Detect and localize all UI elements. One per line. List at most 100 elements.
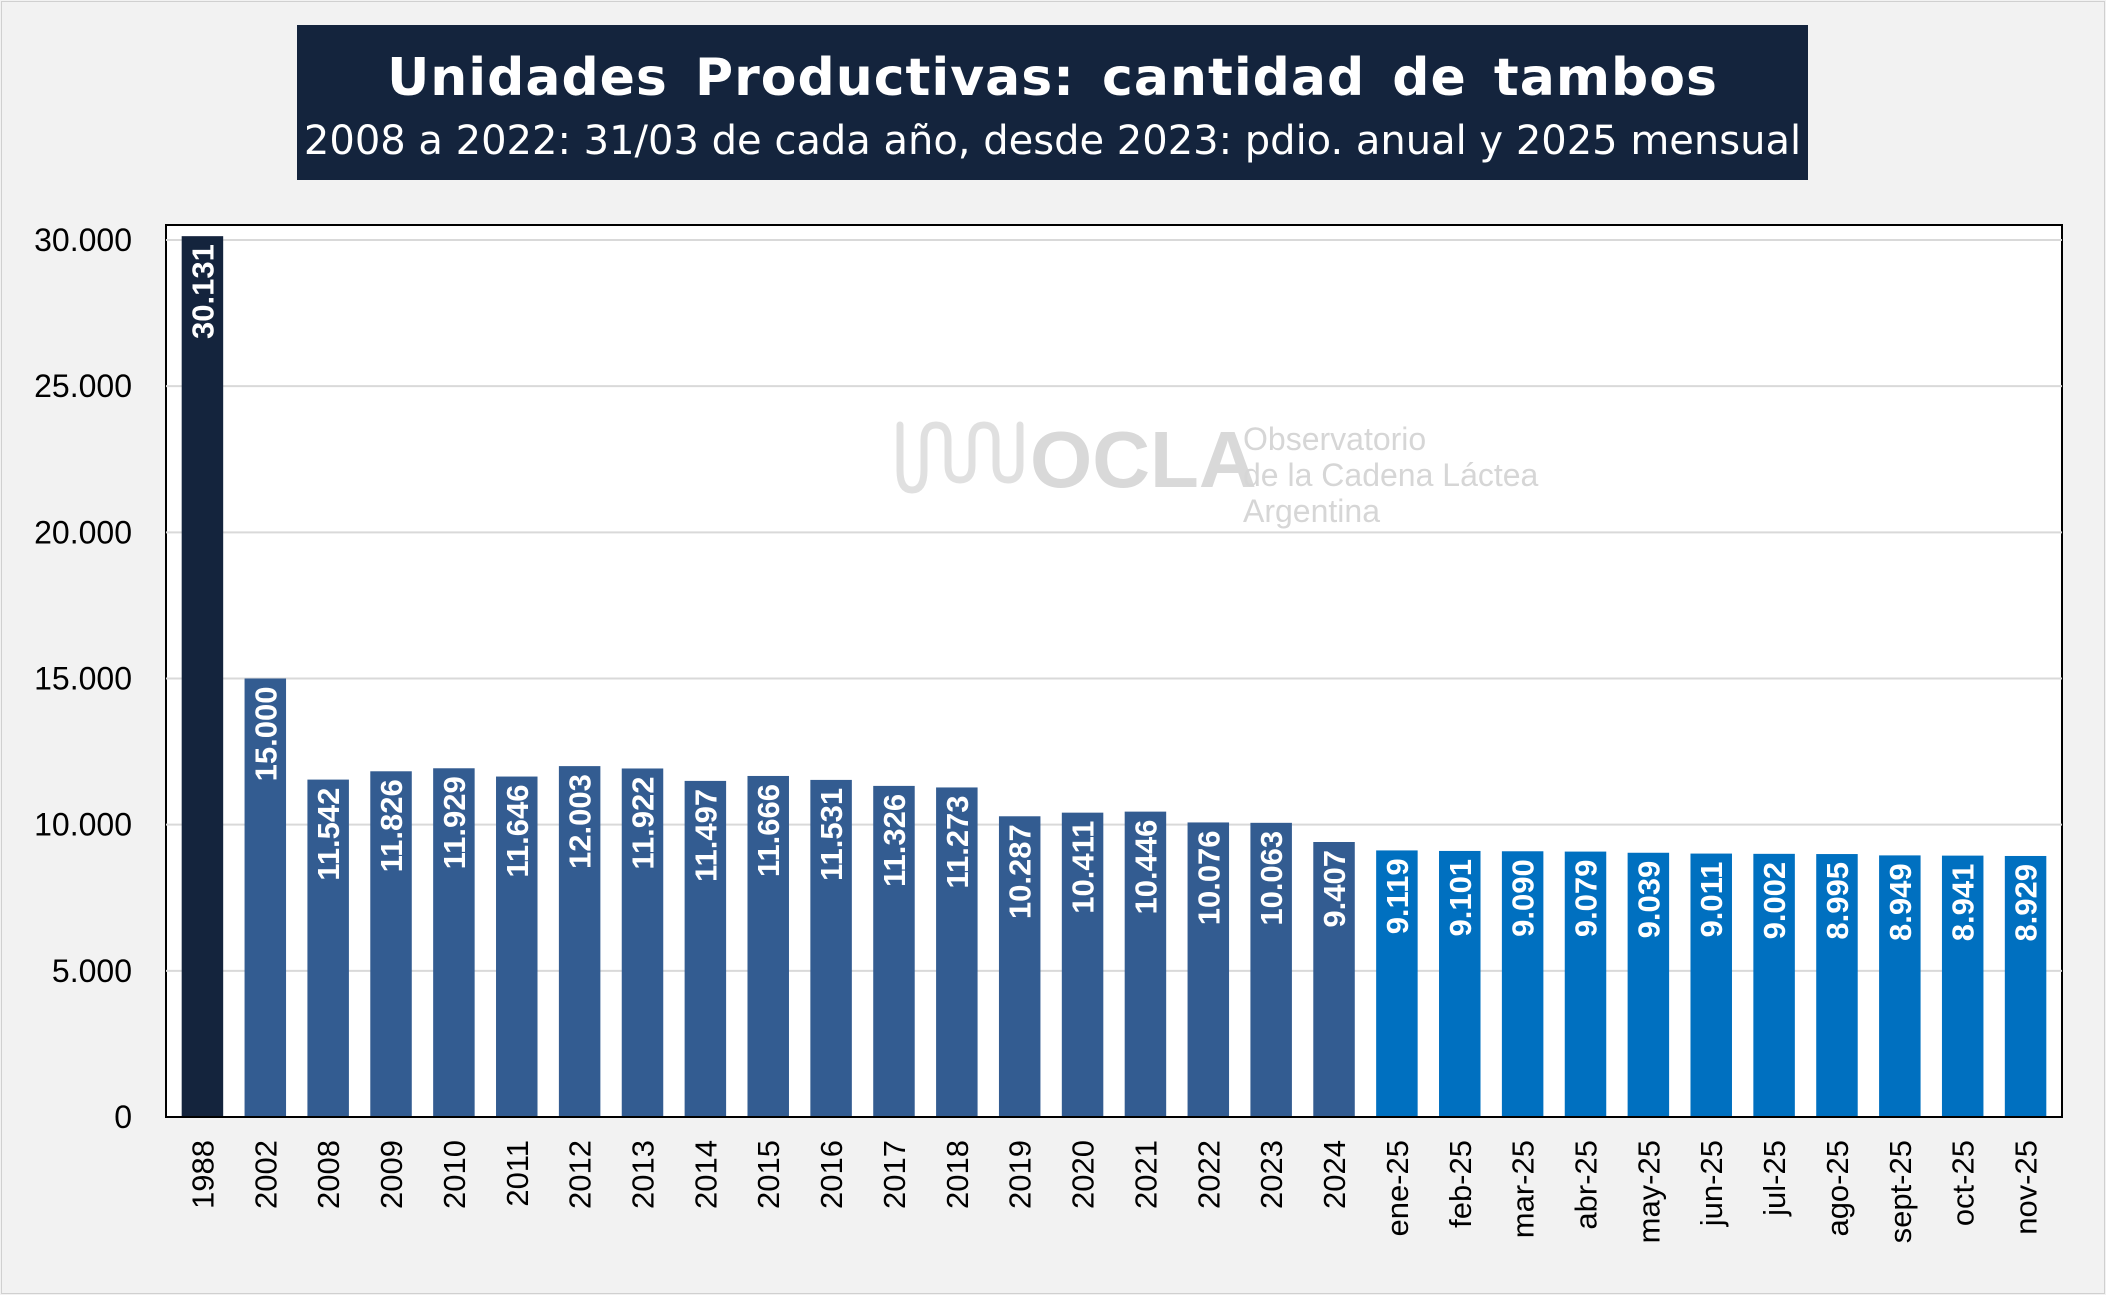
watermark-line-3: Argentina: [1243, 493, 1380, 529]
bar: [621, 768, 664, 1117]
data-label: 11.922: [626, 776, 661, 869]
bar: [936, 787, 978, 1117]
x-tick-label: 2020: [1066, 1140, 1101, 1209]
x-tick-label: 2024: [1317, 1140, 1352, 1209]
ocla-watermark: OCLA Observatorio de la Cadena Láctea Ar…: [896, 415, 1539, 529]
data-label: 11.273: [940, 795, 975, 888]
x-tick-label: feb-25: [1443, 1140, 1478, 1228]
x-tick-label: mar-25: [1506, 1140, 1541, 1238]
x-tick-label: 2010: [437, 1140, 472, 1209]
data-label: 10.287: [1003, 824, 1038, 919]
bar: [1816, 854, 1858, 1117]
x-tick-label: nov-25: [2009, 1140, 2044, 1235]
data-label: 11.531: [814, 788, 849, 881]
data-label: 8.929: [2009, 864, 2044, 942]
y-tick-label: 0: [114, 1099, 132, 1135]
bar: [496, 776, 538, 1117]
data-label: 9.039: [1631, 861, 1666, 939]
data-label: 9.002: [1757, 862, 1792, 940]
bar: [1250, 822, 1292, 1117]
data-label: 9.011: [1694, 862, 1729, 938]
data-label: 11.666: [751, 784, 786, 877]
bar: [1941, 855, 1984, 1117]
bar: [810, 779, 852, 1117]
data-label: 10.076: [1191, 830, 1226, 925]
x-tick-label: jul-25: [1757, 1140, 1792, 1217]
data-label: 8.941: [1946, 864, 1981, 942]
data-label: 10.063: [1254, 831, 1289, 926]
bar: [998, 816, 1041, 1117]
y-tick-label: 30.000: [34, 222, 132, 258]
data-label: 11.646: [500, 785, 535, 878]
x-tick-label: 2012: [563, 1140, 598, 1209]
bar: [2004, 855, 2047, 1117]
bar: [307, 779, 349, 1117]
data-label: 8.995: [1820, 862, 1855, 940]
x-tick-label: 1988: [185, 1140, 220, 1209]
bar: [684, 780, 727, 1117]
bar: [244, 678, 287, 1117]
data-label: 11.826: [374, 779, 409, 872]
watermark-line-2: de la Cadena Láctea: [1243, 457, 1539, 493]
data-label: 11.497: [688, 789, 723, 882]
x-tick-label: abr-25: [1569, 1140, 1604, 1230]
y-tick-label: 15.000: [34, 661, 132, 697]
x-tick-label: 2008: [311, 1140, 346, 1209]
x-axis-ticks: 1988 2002 2008 2009 2010 2011 2012 2013 2014 2015…: [185, 1140, 2043, 1243]
data-label: 30.131: [185, 244, 220, 339]
bar: [1187, 822, 1230, 1117]
bar: [1501, 851, 1544, 1117]
y-axis-ticks: 0 5.000 10.000 15.000 20.000 25.000 30.000: [34, 222, 132, 1135]
bar: [1690, 853, 1732, 1117]
bar: [1061, 812, 1104, 1117]
x-tick-label: 2014: [688, 1140, 723, 1209]
x-tick-label: 2017: [877, 1140, 912, 1209]
x-tick-label: jun-25: [1694, 1140, 1729, 1227]
x-tick-label: sept-25: [1883, 1140, 1918, 1243]
x-tick-label: 2021: [1128, 1140, 1163, 1209]
chart-subtitle: 2008 a 2022: 31/03 de cada año, desde 20…: [303, 118, 1802, 164]
bar: [181, 236, 224, 1118]
data-label: 11.326: [877, 794, 912, 887]
y-tick-label: 10.000: [34, 807, 132, 843]
y-tick-label: 25.000: [34, 368, 132, 404]
bar: [433, 768, 475, 1117]
data-label: 9.407: [1317, 850, 1352, 928]
plot-area: [165, 224, 2063, 1118]
bar: [1376, 850, 1418, 1117]
data-label: 9.079: [1569, 860, 1604, 938]
milk-wave-logo-icon: [896, 421, 1024, 494]
bars: 30.131 15.000 11.542 11.826 11.929 11.646 12.0…: [181, 236, 2047, 1118]
bar: [1753, 853, 1795, 1117]
bar: [1124, 811, 1167, 1117]
x-tick-label: 2016: [814, 1140, 849, 1209]
y-tick-label: 5.000: [52, 953, 132, 989]
bar: [747, 775, 789, 1117]
y-tick-label: 20.000: [34, 514, 132, 550]
data-label: 9.119: [1380, 858, 1415, 934]
x-tick-label: 2018: [940, 1140, 975, 1209]
watermark-line-1: Observatorio: [1243, 421, 1426, 457]
bar: [1439, 850, 1481, 1117]
title-banner: Unidades Productivas: cantidad de tambos…: [297, 25, 1808, 180]
x-tick-label: 2009: [374, 1140, 409, 1209]
bar: [558, 766, 601, 1117]
watermark-logo-text: OCLA: [1030, 415, 1257, 504]
x-tick-label: 2002: [248, 1140, 283, 1209]
x-tick-label: may-25: [1631, 1140, 1666, 1243]
grid-lines: [166, 239, 2062, 972]
data-label: 8.949: [1883, 863, 1918, 941]
data-label: 11.542: [311, 788, 346, 881]
data-label: 9.090: [1506, 859, 1541, 937]
bar: [873, 785, 915, 1117]
x-tick-label: 2011: [500, 1140, 535, 1207]
x-tick-label: 2023: [1254, 1140, 1289, 1209]
x-tick-label: 2019: [1003, 1140, 1038, 1209]
chart-title: Unidades Productivas: cantidad de tambos: [387, 48, 1718, 108]
x-tick-label: 2015: [751, 1140, 786, 1209]
bar: [370, 771, 412, 1117]
bar: [1879, 855, 1921, 1117]
x-tick-label: oct-25: [1946, 1140, 1981, 1226]
data-label: 11.929: [437, 776, 472, 869]
x-tick-label: ago-25: [1820, 1140, 1855, 1237]
